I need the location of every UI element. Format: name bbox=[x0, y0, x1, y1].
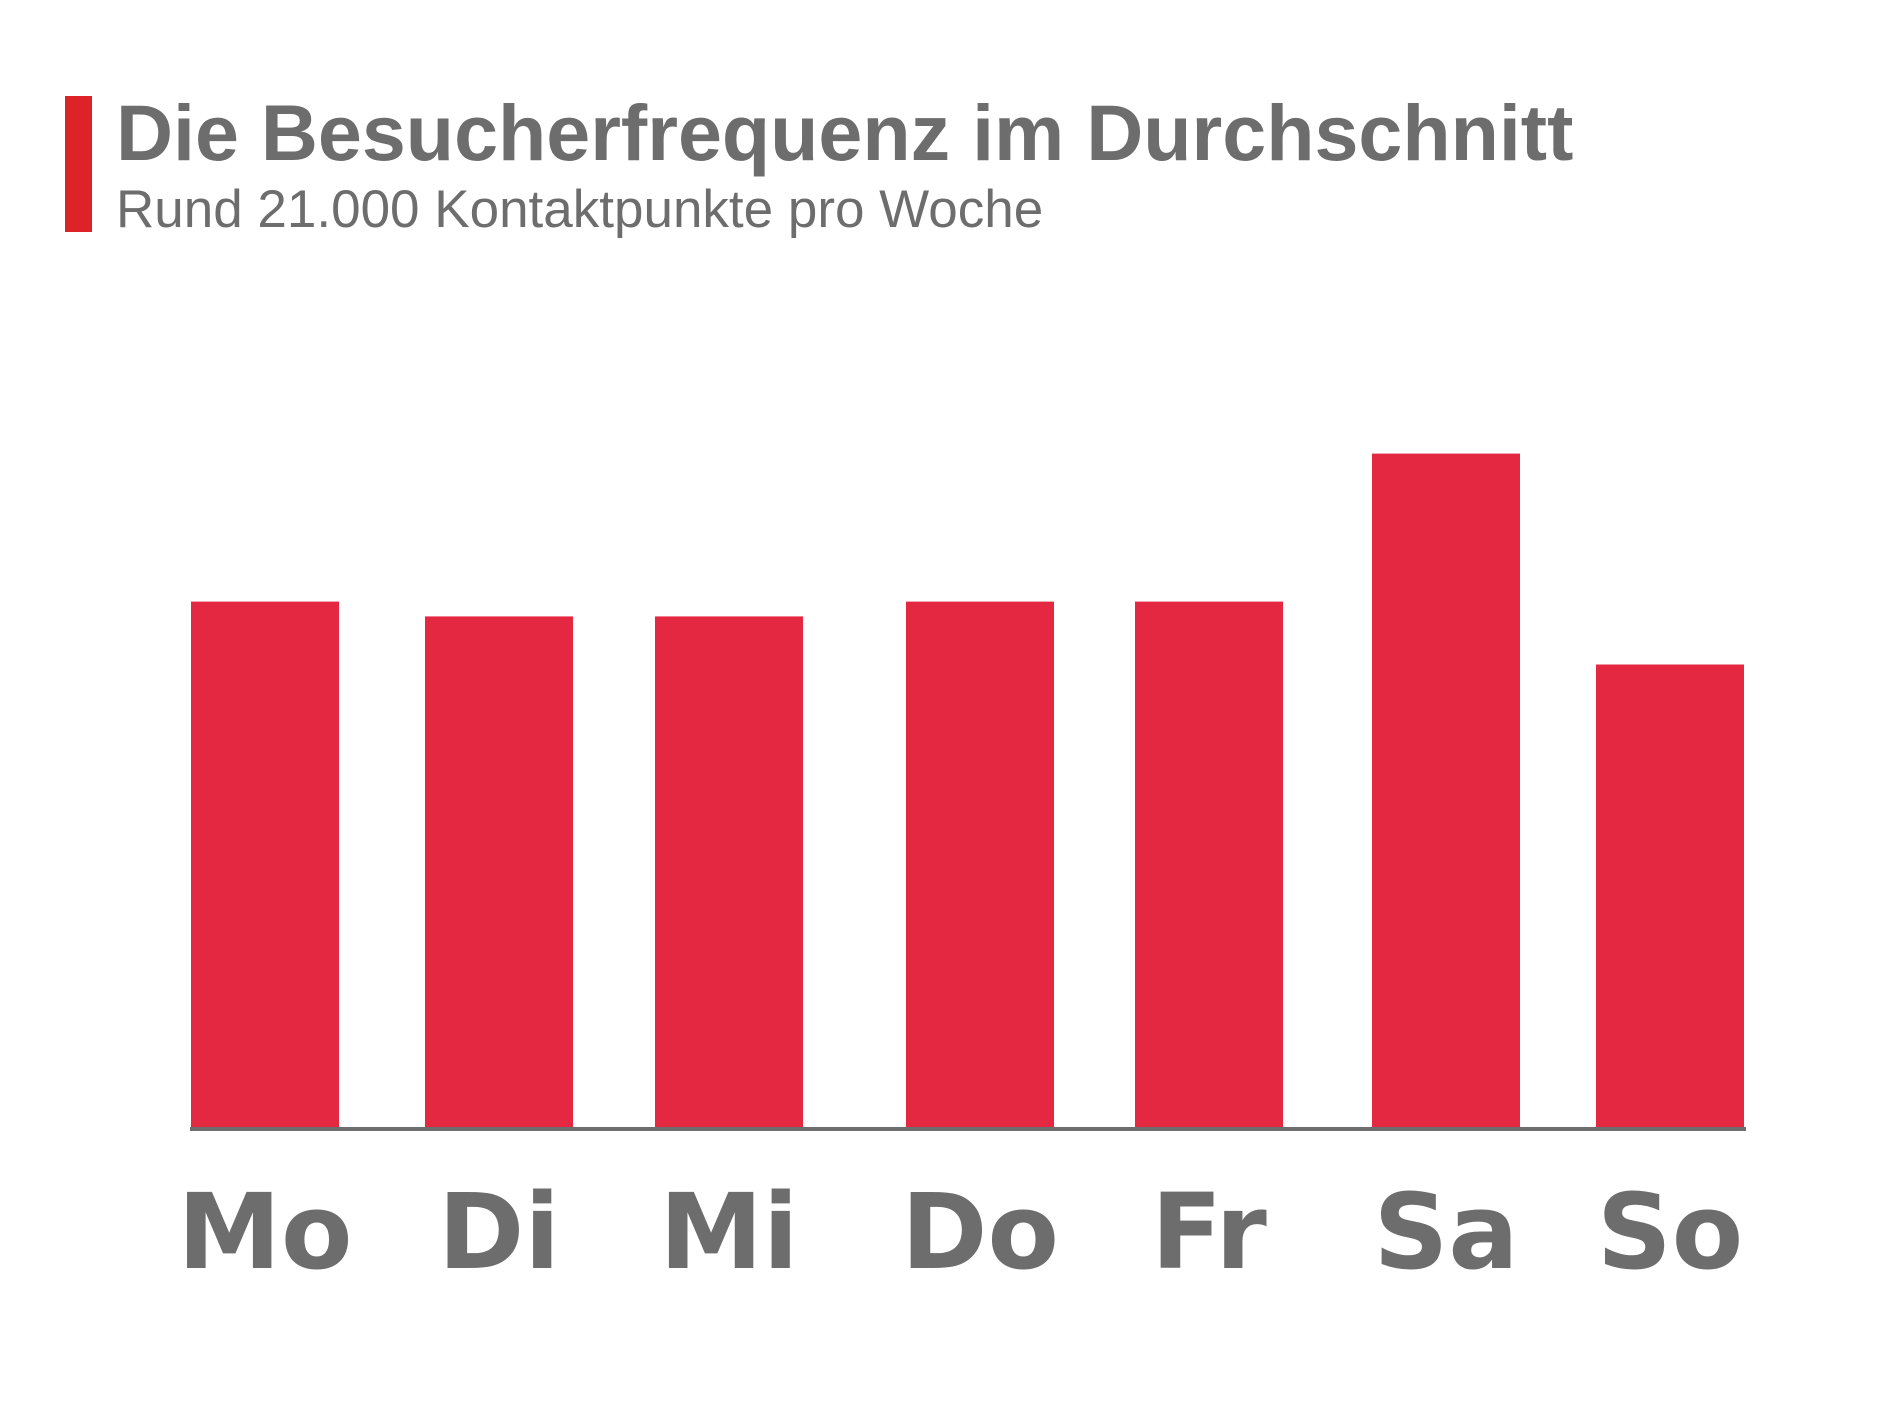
x-tick-label-so: So bbox=[1597, 1171, 1743, 1293]
chart-title: Die Besucherfrequenz im Durchschnitt bbox=[116, 88, 1574, 177]
title-accent-bar bbox=[65, 96, 92, 232]
x-tick-label-sa: Sa bbox=[1373, 1171, 1518, 1293]
x-tick-label-mi: Mi bbox=[659, 1171, 798, 1293]
bar-so bbox=[1596, 664, 1744, 1127]
x-tick-label-mo: Mo bbox=[178, 1171, 353, 1293]
x-tick-label-fr: Fr bbox=[1151, 1171, 1267, 1293]
x-tick-label-do: Do bbox=[901, 1171, 1059, 1293]
bar-sa bbox=[1372, 453, 1520, 1128]
bar-mi bbox=[655, 616, 803, 1127]
bar-group bbox=[191, 453, 1744, 1128]
bar-mo bbox=[191, 601, 339, 1127]
x-tick-labels: Mo Di Mi Do Fr Sa So bbox=[178, 1171, 1744, 1293]
x-tick-label-di: Di bbox=[438, 1171, 560, 1293]
bar-di bbox=[425, 616, 573, 1127]
bar-do bbox=[906, 601, 1054, 1127]
chart-subtitle: Rund 21.000 Kontaktpunkte pro Woche bbox=[116, 180, 1044, 239]
bar-fr bbox=[1135, 601, 1283, 1127]
